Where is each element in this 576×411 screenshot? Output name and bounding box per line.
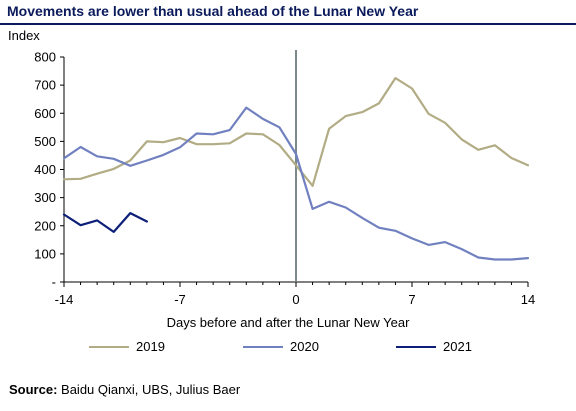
source-label: Source: xyxy=(9,382,58,397)
source-note: Source: Baidu Qianxi, UBS, Julius Baer xyxy=(9,382,240,397)
chart-series xyxy=(62,76,530,261)
line-chart: - 100 200 300 400 500 600 700 800 -14 -7 0 7 14 xyxy=(34,50,535,308)
legend-item-2020: 2020 xyxy=(243,339,319,354)
legend-item-2019: 2019 xyxy=(89,339,165,354)
series-line-2019 xyxy=(62,76,530,187)
legend-label: 2019 xyxy=(136,339,165,354)
y-tick-label: 200 xyxy=(34,218,56,233)
legend-swatch xyxy=(89,345,129,348)
series-line-2021 xyxy=(62,212,148,233)
chart-axes: - 100 200 300 400 500 600 700 800 -14 -7 0 7 14 xyxy=(34,50,535,308)
legend-item-2021: 2021 xyxy=(396,339,472,354)
y-tick-label: - xyxy=(52,275,56,290)
series-line-2020 xyxy=(62,106,530,261)
x-tick-label: 0 xyxy=(292,292,299,307)
legend-swatch xyxy=(243,345,283,348)
legend-swatch xyxy=(396,345,436,348)
x-tick-label: 14 xyxy=(521,292,535,307)
x-tick-label: -14 xyxy=(55,292,74,307)
y-tick-label: 400 xyxy=(34,162,56,177)
y-tick-label: 500 xyxy=(34,134,56,149)
x-tick-label: -7 xyxy=(174,292,186,307)
source-text: Baidu Qianxi, UBS, Julius Baer xyxy=(61,382,241,397)
y-axis-unit-label: Index xyxy=(8,28,40,43)
chart-legend: 2019 2020 2021 xyxy=(0,339,576,359)
y-tick-label: 300 xyxy=(34,190,56,205)
legend-label: 2020 xyxy=(290,339,319,354)
y-tick-label: 600 xyxy=(34,106,56,121)
title-rule xyxy=(0,23,576,25)
x-axis-label: Days before and after the Lunar New Year xyxy=(166,315,410,330)
chart-title: Movements are lower than usual ahead of … xyxy=(7,3,419,19)
y-tick-label: 100 xyxy=(34,246,56,261)
x-tick-label: 7 xyxy=(408,292,415,307)
y-tick-label: 700 xyxy=(34,78,56,93)
y-tick-label: 800 xyxy=(34,50,56,65)
legend-label: 2021 xyxy=(443,339,472,354)
